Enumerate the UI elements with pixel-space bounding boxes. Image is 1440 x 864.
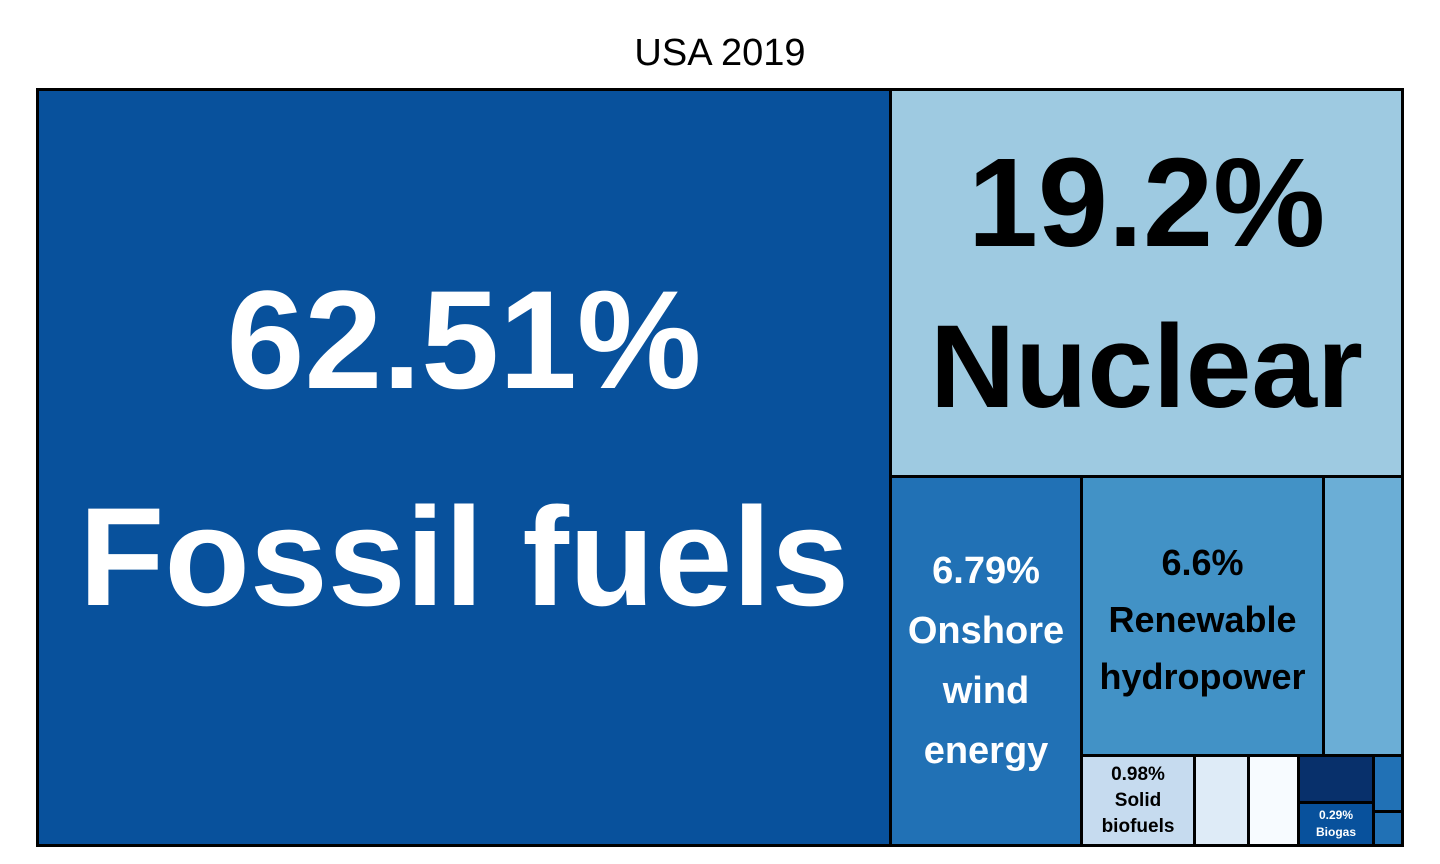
- tile-fossil-fuels: 62.51% Fossil fuels: [36, 88, 892, 847]
- tile-unlabeled-small-3: [1297, 754, 1375, 804]
- tile-nuclear-label: Nuclear: [930, 301, 1363, 433]
- tile-solid-biofuels-value: 0.98%: [1111, 763, 1165, 785]
- tile-onshore-wind-value: 6.79%: [932, 550, 1040, 592]
- tile-solid-biofuels-label: Solid biofuels: [1101, 789, 1175, 837]
- tile-biogas-value: 0.29%: [1318, 808, 1354, 822]
- tile-nuclear-value: 19.2%: [967, 132, 1326, 273]
- tile-unlabeled-small-1: [1193, 754, 1250, 847]
- tile-solid-biofuels: 0.98% Solid biofuels: [1080, 754, 1196, 847]
- tile-biogas: 0.29% Biogas: [1297, 801, 1375, 847]
- tile-fossil-fuels-label: Fossil fuels: [78, 478, 850, 635]
- tile-onshore-wind-label: Onshore wind energy: [907, 610, 1065, 772]
- tile-renewable-hydropower-label: Renewable hydropower: [1099, 599, 1306, 697]
- chart-title: USA 2019: [634, 32, 806, 74]
- treemap-frame: [36, 88, 1404, 847]
- tile-renewable-hydropower-value: 6.6%: [1161, 542, 1244, 583]
- tile-fossil-fuels-value: 62.51%: [226, 261, 702, 418]
- tile-biogas-label: Biogas: [1315, 825, 1356, 839]
